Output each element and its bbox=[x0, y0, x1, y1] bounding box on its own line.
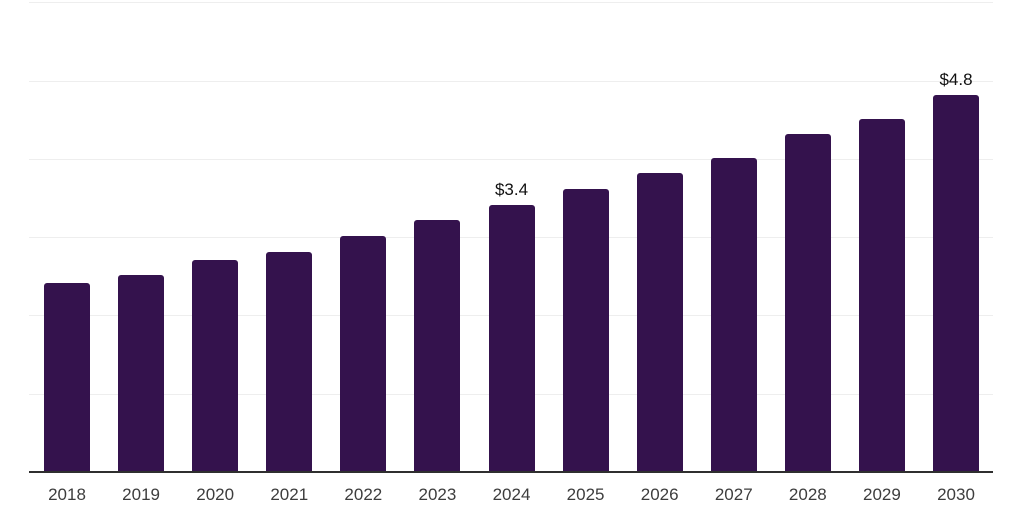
bar-value-label-2030: $4.8 bbox=[939, 70, 973, 89]
bar-2029 bbox=[859, 119, 905, 471]
bar-2024 bbox=[489, 205, 535, 471]
bar-value-label-2024: $3.4 bbox=[494, 180, 529, 199]
x-tick-label-2029: 2029 bbox=[862, 485, 901, 504]
x-tick-label-2021: 2021 bbox=[270, 485, 309, 504]
x-tick-label-2028: 2028 bbox=[788, 485, 827, 504]
gridline bbox=[29, 81, 993, 82]
x-tick-label-2023: 2023 bbox=[418, 485, 457, 504]
bar-2023 bbox=[414, 220, 460, 471]
bar-2021 bbox=[266, 252, 312, 471]
bar-2030 bbox=[933, 95, 979, 471]
x-tick-label-2019: 2019 bbox=[122, 485, 160, 504]
x-tick-label-2025: 2025 bbox=[566, 485, 605, 504]
x-tick-label-2027: 2027 bbox=[714, 485, 753, 504]
bar-2018 bbox=[44, 283, 90, 471]
gridline bbox=[29, 159, 993, 160]
x-tick-label-2026: 2026 bbox=[640, 485, 679, 504]
x-tick-label-2030: 2030 bbox=[937, 485, 975, 504]
bar-2022 bbox=[340, 236, 386, 471]
x-tick-label-2022: 2022 bbox=[344, 485, 383, 504]
x-axis-line bbox=[29, 471, 993, 473]
x-tick-label-2020: 2020 bbox=[196, 485, 235, 504]
gridline bbox=[29, 2, 993, 3]
x-tick-label-2024: 2024 bbox=[492, 485, 531, 504]
bar-2020 bbox=[192, 260, 238, 471]
x-tick-label-2018: 2018 bbox=[48, 485, 86, 504]
bar-2028 bbox=[785, 134, 831, 471]
bar-2026 bbox=[637, 173, 683, 471]
bar-2019 bbox=[118, 275, 164, 471]
bar-2025 bbox=[563, 189, 609, 471]
bar-2027 bbox=[711, 158, 757, 471]
